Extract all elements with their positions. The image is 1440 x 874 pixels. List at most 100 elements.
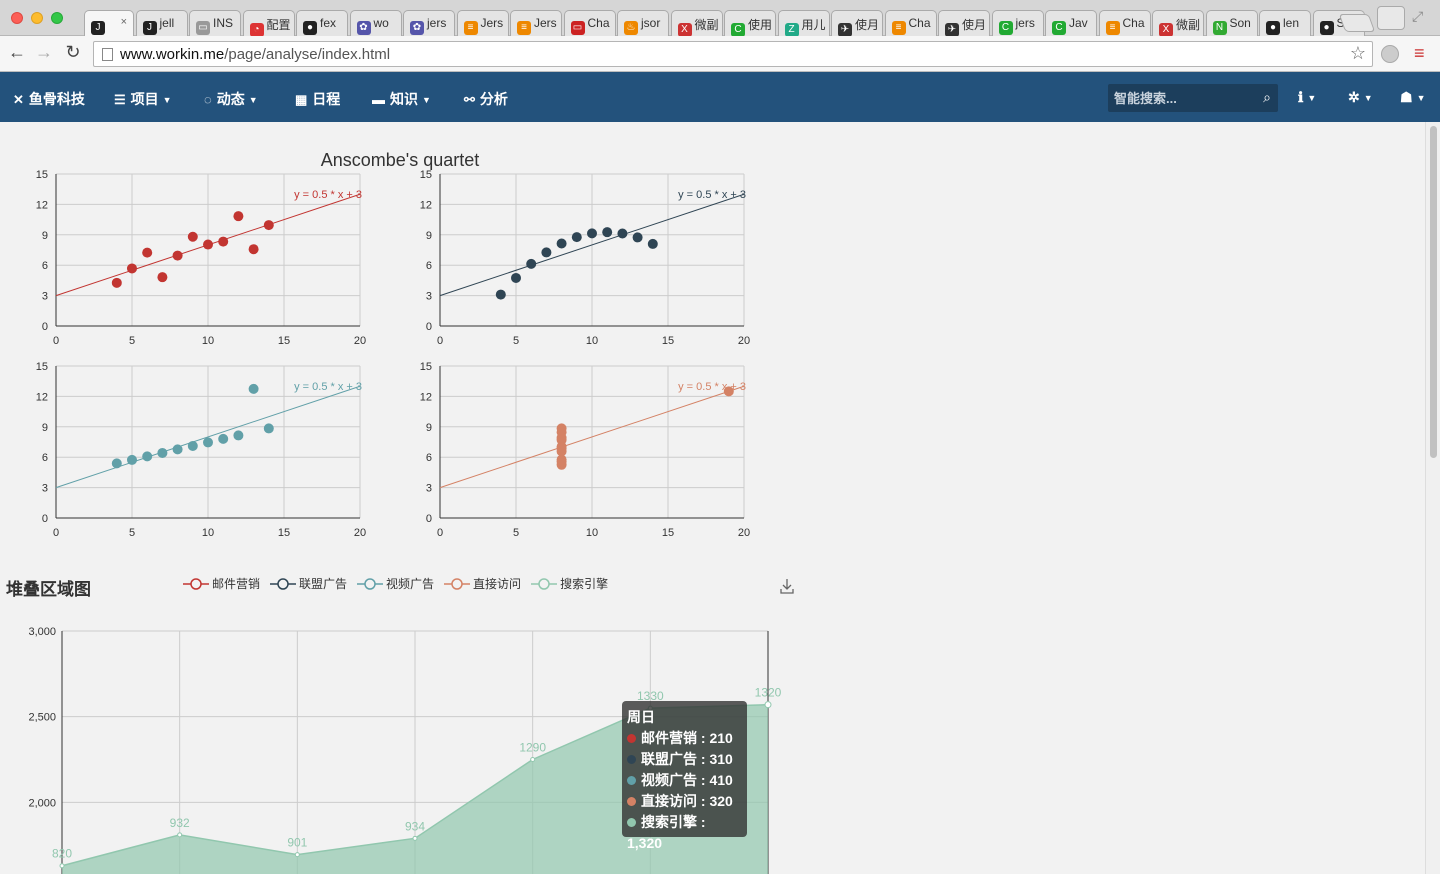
y-tick-label: 3 bbox=[42, 483, 48, 495]
settings-menu[interactable]: ✲ ▼ bbox=[1348, 89, 1373, 106]
tooltip-series-name: 联盟广告 bbox=[641, 751, 697, 767]
nav-item-analysis[interactable]: ⚯ 分析 bbox=[464, 89, 508, 109]
browser-tab[interactable]: ✿ wo bbox=[350, 10, 402, 36]
nav-item-activity[interactable]: ◌ 动态 ▼ bbox=[204, 89, 258, 109]
scatter-point bbox=[127, 455, 137, 465]
scrollbar-thumb[interactable] bbox=[1430, 126, 1437, 458]
scatter-point bbox=[127, 263, 137, 273]
legend-item[interactable]: 联盟广告 bbox=[270, 575, 347, 592]
nav-label: 动态 bbox=[217, 91, 245, 107]
scatter-point bbox=[587, 228, 597, 238]
nav-item-schedule[interactable]: ▦ 日程 bbox=[295, 89, 340, 109]
tab-title: jsor bbox=[641, 16, 660, 30]
sitemap-icon: ⚯ bbox=[464, 92, 475, 107]
legend-item[interactable]: 直接访问 bbox=[444, 575, 521, 592]
tooltip-series-value: 210 bbox=[709, 730, 732, 746]
tab-title: jers bbox=[427, 16, 446, 30]
y-tick-label: 0 bbox=[426, 513, 432, 525]
tooltip-title: 周日 bbox=[627, 707, 742, 728]
close-window-button[interactable] bbox=[11, 12, 23, 24]
browser-tab[interactable]: ✈ 使月 bbox=[831, 10, 883, 36]
brand-link[interactable]: ✕ 鱼骨科技 bbox=[13, 89, 85, 109]
browser-tab[interactable]: C Jav bbox=[1045, 10, 1097, 36]
tab-title: fex bbox=[320, 16, 336, 30]
page-icon bbox=[102, 48, 113, 61]
tab-title: 使月 bbox=[962, 18, 986, 32]
legend-line-icon bbox=[270, 577, 296, 591]
browser-tab[interactable]: ≡ Jers bbox=[457, 10, 509, 36]
browser-menu-icon[interactable]: ≡ bbox=[1414, 43, 1425, 64]
browser-tab[interactable]: Z 用儿 bbox=[778, 10, 830, 36]
browser-tab[interactable]: ♨ jsor bbox=[617, 10, 669, 36]
user-menu[interactable]: ☗ ▼ bbox=[1400, 89, 1425, 106]
search-input[interactable] bbox=[1108, 84, 1248, 112]
scatter-point bbox=[218, 434, 228, 444]
tab-favicon-icon: Z bbox=[785, 23, 799, 36]
x-tick-label: 15 bbox=[278, 335, 290, 347]
browser-tab[interactable]: C 使用 bbox=[724, 10, 776, 36]
chart-tooltip: 周日 邮件营销 : 210 联盟广告 : 310 视频广告 : 410 直接访问 : … bbox=[622, 701, 747, 837]
legend-item[interactable]: 邮件营销 bbox=[183, 575, 260, 592]
info-menu[interactable]: ℹ ▼ bbox=[1298, 89, 1316, 106]
reload-button[interactable]: ↻ bbox=[62, 42, 84, 63]
extension-icon[interactable] bbox=[1381, 45, 1399, 63]
tab-title: Son bbox=[1230, 16, 1251, 30]
tab-close-icon[interactable]: × bbox=[121, 16, 127, 28]
scatter-point bbox=[173, 444, 183, 454]
scatter-point bbox=[557, 239, 567, 249]
browser-tab[interactable]: ▭ INS bbox=[189, 10, 241, 36]
browser-tab[interactable]: ≡ Cha bbox=[1099, 10, 1151, 36]
tab-favicon-icon: ✿ bbox=[357, 21, 371, 35]
url-host: www.workin.me bbox=[120, 46, 224, 63]
browser-tab[interactable]: X 微副 bbox=[671, 10, 723, 36]
scatter-point bbox=[233, 430, 243, 440]
save-as-image-icon[interactable] bbox=[779, 577, 795, 595]
address-bar[interactable]: www.workin.me/page/analyse/index.html ☆ bbox=[93, 41, 1373, 67]
page-scrollbar[interactable] bbox=[1425, 122, 1440, 874]
browser-tab[interactable]: ◔ 配置 bbox=[243, 10, 295, 36]
scatter-point bbox=[511, 273, 521, 283]
nav-item-project[interactable]: ☰ 项目 ▼ bbox=[114, 89, 172, 109]
browser-tab[interactable]: ▭ Cha bbox=[564, 10, 616, 36]
browser-tab[interactable]: ✿ jers bbox=[403, 10, 455, 36]
x-tick-label: 20 bbox=[354, 527, 366, 539]
browser-tab[interactable]: ● fex bbox=[296, 10, 348, 36]
legend-item[interactable]: 视频广告 bbox=[357, 575, 434, 592]
fit-line-label: y = 0.5 * x + 3 bbox=[678, 189, 746, 201]
browser-tab[interactable]: ✈ 使月 bbox=[938, 10, 990, 36]
new-tab-button[interactable] bbox=[1339, 14, 1376, 32]
forward-button[interactable]: → bbox=[33, 42, 55, 63]
search-icon[interactable]: ⌕ bbox=[1263, 89, 1271, 106]
nav-label: 项目 bbox=[131, 91, 159, 107]
tab-favicon-icon: X bbox=[678, 23, 692, 36]
tooltip-row: 直接访问 : 320 bbox=[627, 791, 742, 812]
zoom-window-button[interactable] bbox=[51, 12, 63, 24]
back-button[interactable]: ← bbox=[6, 42, 28, 63]
scatter-point bbox=[112, 278, 122, 288]
browser-tab[interactable]: ≡ Cha bbox=[885, 10, 937, 36]
legend-item[interactable]: 搜索引擎 bbox=[531, 575, 608, 592]
caret-down-icon: ▼ bbox=[249, 95, 258, 105]
tooltip-series-name: 搜索引擎 bbox=[641, 814, 697, 830]
tab-title: Cha bbox=[1123, 16, 1145, 30]
legend-line-icon bbox=[183, 577, 209, 591]
browser-tab[interactable]: X 微副 bbox=[1152, 10, 1204, 36]
tab-favicon-icon: ≡ bbox=[1106, 21, 1120, 35]
nav-item-knowledge[interactable]: ▬ 知识 ▼ bbox=[372, 89, 431, 109]
x-tick-label: 0 bbox=[437, 527, 443, 539]
browser-tab[interactable]: J × bbox=[84, 10, 134, 36]
series-dot-icon bbox=[627, 755, 636, 764]
scatter-point bbox=[724, 386, 734, 396]
fullscreen-icon[interactable]: ⤢ bbox=[1412, 8, 1423, 25]
browser-tab[interactable]: ≡ Jers bbox=[510, 10, 562, 36]
minimize-window-button[interactable] bbox=[31, 12, 43, 24]
series-dot-icon bbox=[627, 818, 636, 827]
browser-tab[interactable]: ● len bbox=[1259, 10, 1311, 36]
browser-tab[interactable]: N Son bbox=[1206, 10, 1258, 36]
profile-button[interactable] bbox=[1377, 6, 1405, 30]
bookmark-star-icon[interactable]: ☆ bbox=[1350, 43, 1366, 64]
tab-title: Cha bbox=[588, 16, 610, 30]
y-tick-label: 15 bbox=[36, 169, 48, 181]
